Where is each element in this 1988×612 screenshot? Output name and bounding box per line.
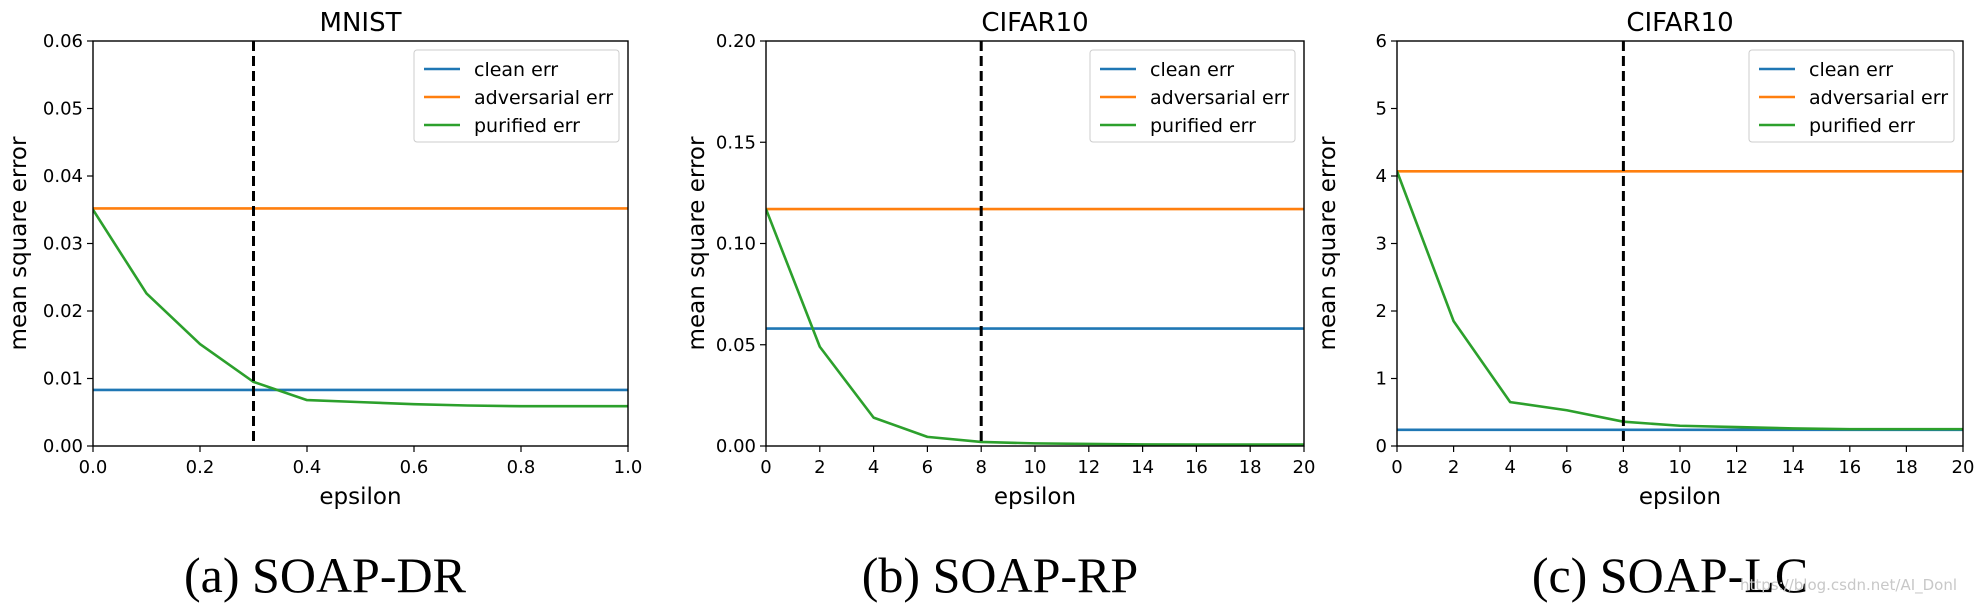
chart-title: MNIST — [320, 8, 402, 38]
x-tick-label: 18 — [1239, 457, 1262, 478]
x-axis-label: epsilon — [1639, 484, 1721, 510]
legend-box — [1748, 49, 1955, 143]
x-tick-label: 8 — [1618, 457, 1629, 478]
x-tick-label: 2 — [814, 457, 825, 478]
y-tick-label: 5 — [1376, 99, 1387, 120]
x-tick-label: 0.6 — [400, 457, 429, 478]
y-tick-label: 0.02 — [43, 301, 83, 322]
y-tick-label: 6 — [1376, 31, 1387, 52]
y-tick-label: 2 — [1376, 301, 1387, 322]
x-tick-label: 4 — [1504, 457, 1515, 478]
y-tick-label: 0.03 — [43, 234, 83, 255]
y-tick-label: 0.05 — [43, 99, 83, 120]
legend-box — [413, 49, 620, 143]
legend-entry: adversarial err — [1809, 87, 1948, 109]
legend-entry: clean err — [1809, 59, 1893, 81]
series-line-purified-err — [93, 209, 628, 408]
y-tick-label: 0.15 — [716, 132, 756, 153]
x-tick-label: 0 — [1391, 457, 1402, 478]
x-tick-label: 20 — [1952, 457, 1975, 478]
chart-panel-2: CIFAR10 0 2 4 6 8 10 12 14 16 18 20 0.00 0.05 0.10 0.15… — [684, 8, 1315, 603]
y-axis-label: mean square error — [1315, 136, 1341, 350]
x-tick-label: 16 — [1185, 457, 1208, 478]
x-tick-label: 2 — [1448, 457, 1459, 478]
y-axis-label: mean square error — [684, 136, 710, 350]
legend-entry: clean err — [1150, 59, 1234, 81]
legend-entry: purified err — [1150, 115, 1256, 137]
y-tick-label: 0.06 — [43, 31, 83, 52]
x-tick-label: 6 — [922, 457, 933, 478]
legend-box — [1089, 49, 1296, 143]
y-tick-label: 0 — [1376, 436, 1387, 457]
x-tick-label: 0.8 — [507, 457, 536, 478]
x-tick-label: 0 — [760, 457, 771, 478]
y-tick-label: 3 — [1376, 234, 1387, 255]
x-tick-label: 1.0 — [614, 457, 643, 478]
x-tick-label: 12 — [1077, 457, 1100, 478]
legend-entry: clean err — [474, 59, 558, 81]
y-tick-label: 0.01 — [43, 369, 83, 390]
legend-entry: adversarial err — [1150, 87, 1289, 109]
y-tick-label: 0.20 — [716, 31, 756, 52]
y-tick-label: 0.00 — [43, 436, 83, 457]
x-tick-label: 14 — [1131, 457, 1154, 478]
chart-title: CIFAR10 — [981, 8, 1088, 38]
y-tick-label: 0.10 — [716, 234, 756, 255]
x-tick-label: 18 — [1895, 457, 1918, 478]
x-tick-label: 0.0 — [79, 457, 108, 478]
x-tick-label: 0.2 — [186, 457, 215, 478]
y-axis-label: mean square error — [6, 136, 32, 350]
legend: clean err adversarial err purified err — [1089, 49, 1296, 143]
x-tick-label: 6 — [1561, 457, 1572, 478]
x-tick-label: 16 — [1838, 457, 1861, 478]
legend: clean err adversarial err purified err — [1748, 49, 1955, 143]
y-tick-label: 0.05 — [716, 335, 756, 356]
y-tick-label: 0.04 — [43, 166, 83, 187]
legend-entry: adversarial err — [474, 87, 613, 109]
y-tick-label: 0.00 — [716, 436, 756, 457]
legend-entry: purified err — [474, 115, 580, 137]
watermark-text: https://blog.csdn.net/AI_Donl — [1740, 576, 1957, 595]
figure-caption: (c) SOAP-LC — [1532, 547, 1808, 603]
chart-panel-1: MNIST 0.0 0.2 0.4 0.6 0.8 1.0 0.00 0.01 0.02 0.03 0… — [6, 8, 642, 603]
legend: clean err adversarial err purified err — [413, 49, 620, 143]
x-tick-label: 8 — [975, 457, 986, 478]
x-tick-label: 14 — [1782, 457, 1805, 478]
legend-entry: purified err — [1809, 115, 1915, 137]
x-tick-label: 12 — [1725, 457, 1748, 478]
y-tick-label: 1 — [1376, 369, 1387, 390]
figure-caption: (b) SOAP-RP — [862, 547, 1138, 603]
series-line-purified-err — [1397, 170, 1963, 431]
x-tick-label: 10 — [1024, 457, 1047, 478]
x-axis-label: epsilon — [319, 484, 401, 510]
x-tick-label: 4 — [868, 457, 879, 478]
figure-caption: (a) SOAP-DR — [184, 547, 467, 603]
x-axis-label: epsilon — [994, 484, 1076, 510]
series-line-purified-err — [766, 208, 1304, 446]
y-tick-label: 4 — [1376, 166, 1387, 187]
x-tick-label: 20 — [1293, 457, 1316, 478]
x-tick-label: 10 — [1669, 457, 1692, 478]
chart-title: CIFAR10 — [1626, 8, 1733, 38]
x-tick-label: 0.4 — [293, 457, 322, 478]
